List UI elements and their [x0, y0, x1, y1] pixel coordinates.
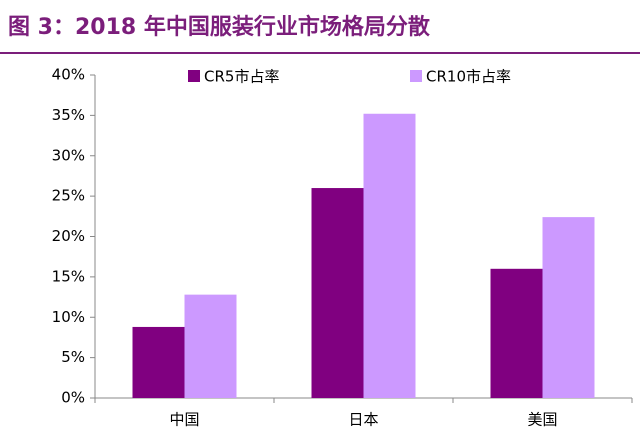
- bar: [184, 294, 237, 398]
- y-tick-label: 0%: [61, 389, 85, 407]
- x-tick-label: 美国: [527, 411, 557, 429]
- y-tick-label: 10%: [52, 308, 85, 326]
- chart-title: 图 3：2018 年中国服装行业市场格局分散: [8, 14, 431, 40]
- bar: [132, 326, 185, 398]
- bar: [542, 217, 595, 398]
- bar: [363, 113, 416, 398]
- y-tick-label: 35%: [52, 106, 85, 124]
- bar: [311, 188, 364, 398]
- y-tick-label: 20%: [52, 227, 85, 245]
- y-tick-label: 30%: [52, 146, 85, 164]
- y-tick-label: 5%: [61, 348, 85, 366]
- legend-label: CR10市占率: [426, 68, 511, 86]
- y-tick-label: 15%: [52, 267, 85, 285]
- legend-label: CR5市占率: [204, 68, 279, 86]
- y-tick-label: 25%: [52, 187, 85, 205]
- y-tick-label: 40%: [52, 66, 85, 84]
- bar: [490, 268, 543, 398]
- legend-swatch: [188, 70, 200, 82]
- legend-swatch: [410, 70, 422, 82]
- x-tick-label: 日本: [348, 411, 378, 429]
- x-tick-label: 中国: [169, 411, 199, 429]
